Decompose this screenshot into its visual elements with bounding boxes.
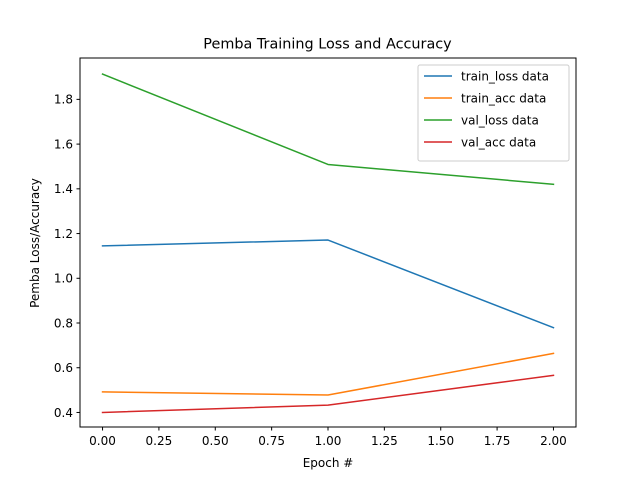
series-line-train-loss-data xyxy=(101,239,555,329)
x-tick-label: 1.00 xyxy=(315,434,342,448)
x-axis-label: Epoch # xyxy=(303,456,354,470)
series-line-val-loss-data xyxy=(101,73,555,186)
y-tick-label: 1.4 xyxy=(54,182,73,196)
x-tick-label: 2.00 xyxy=(540,434,567,448)
legend-label: val_acc data xyxy=(461,135,536,149)
legend-label: train_loss data xyxy=(461,69,549,83)
y-tick-label: 0.4 xyxy=(54,406,73,420)
x-tick-label: 1.75 xyxy=(484,434,511,448)
legend-box xyxy=(417,64,570,162)
x-tick-label: 0.75 xyxy=(258,434,285,448)
series-line-train-acc-data xyxy=(101,352,555,396)
plot-series xyxy=(101,73,555,414)
series-line-val-acc-data xyxy=(101,374,555,414)
x-tick-label: 0.25 xyxy=(146,434,173,448)
y-axis-label: Pemba Loss/Accuracy xyxy=(28,178,42,308)
y-tick-label: 0.8 xyxy=(54,316,73,330)
chart-title: Pemba Training Loss and Accuracy xyxy=(203,37,452,53)
y-tick-label: 1.2 xyxy=(54,227,73,241)
legend: train_loss data train_acc data val_loss da… xyxy=(417,64,570,162)
y-tick-label: 1.8 xyxy=(54,93,73,107)
x-tick-label: 0.00 xyxy=(89,434,116,448)
y-axis-ticks: 0.4 0.6 0.8 1.0 1.2 1.4 1.6 1.8 xyxy=(54,93,80,420)
y-tick-label: 1.6 xyxy=(54,137,73,151)
legend-label: val_loss data xyxy=(461,113,539,127)
x-tick-label: 1.25 xyxy=(371,434,398,448)
x-tick-label: 1.50 xyxy=(427,434,454,448)
y-tick-label: 0.6 xyxy=(54,361,73,375)
y-tick-label: 1.0 xyxy=(54,272,73,286)
x-tick-label: 0.50 xyxy=(202,434,229,448)
plot-frame xyxy=(79,57,577,428)
legend-label: train_acc data xyxy=(461,91,546,105)
x-axis-ticks: 0.00 0.25 0.50 0.75 1.00 1.25 1.50 1.75 2.00 xyxy=(89,427,567,448)
